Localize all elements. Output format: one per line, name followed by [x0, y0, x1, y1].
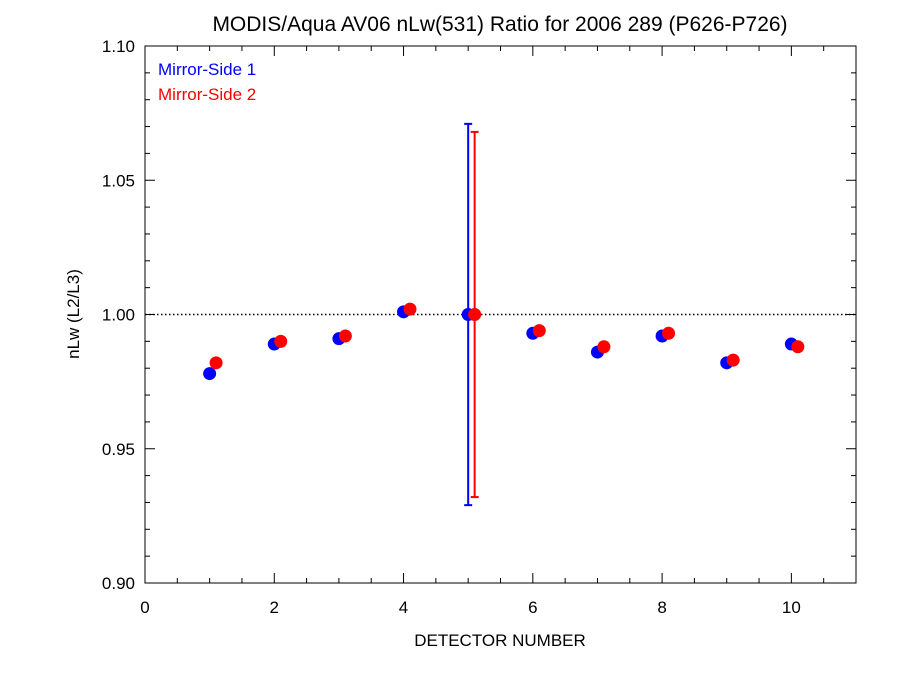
legend-entry-series-2: Mirror-Side 2: [158, 85, 256, 104]
y-tick-label: 0.90: [102, 574, 135, 593]
y-tick-label: 1.05: [102, 171, 135, 190]
x-tick-label: 0: [140, 598, 149, 617]
plot-area: 0 2 4 6 8 10 0.90 0.95 1.00 1.05 1.10: [102, 37, 857, 617]
data-point-series-2: [403, 302, 417, 316]
x-tick-label: 8: [657, 598, 666, 617]
data-point-series-2: [726, 353, 740, 367]
legend: Mirror-Side 1 Mirror-Side 2: [158, 60, 256, 104]
data-point-series-1: [203, 367, 217, 381]
y-tick-label: 0.95: [102, 440, 135, 459]
data-point-series-2: [338, 329, 352, 343]
y-tick-label: 1.00: [102, 306, 135, 325]
data-point-series-2: [597, 340, 611, 354]
data-point-series-2: [274, 334, 288, 348]
data-point-series-2: [209, 356, 223, 370]
x-tick-label: 2: [270, 598, 279, 617]
chart-title: MODIS/Aqua AV06 nLw(531) Ratio for 2006 …: [212, 13, 787, 36]
y-tick-label: 1.10: [102, 37, 135, 56]
data-point-series-2: [662, 326, 676, 340]
x-tick-label: 4: [399, 598, 408, 617]
data-point-series-2: [791, 340, 805, 354]
x-axis-label: DETECTOR NUMBER: [414, 631, 586, 650]
x-tick-label: 10: [782, 598, 801, 617]
data-point-series-2: [532, 324, 546, 338]
legend-entry-series-1: Mirror-Side 1: [158, 60, 256, 79]
x-tick-label: 6: [528, 598, 537, 617]
data-point-series-2: [468, 308, 482, 321]
y-axis-label: nLw (L2/L3): [64, 269, 83, 359]
